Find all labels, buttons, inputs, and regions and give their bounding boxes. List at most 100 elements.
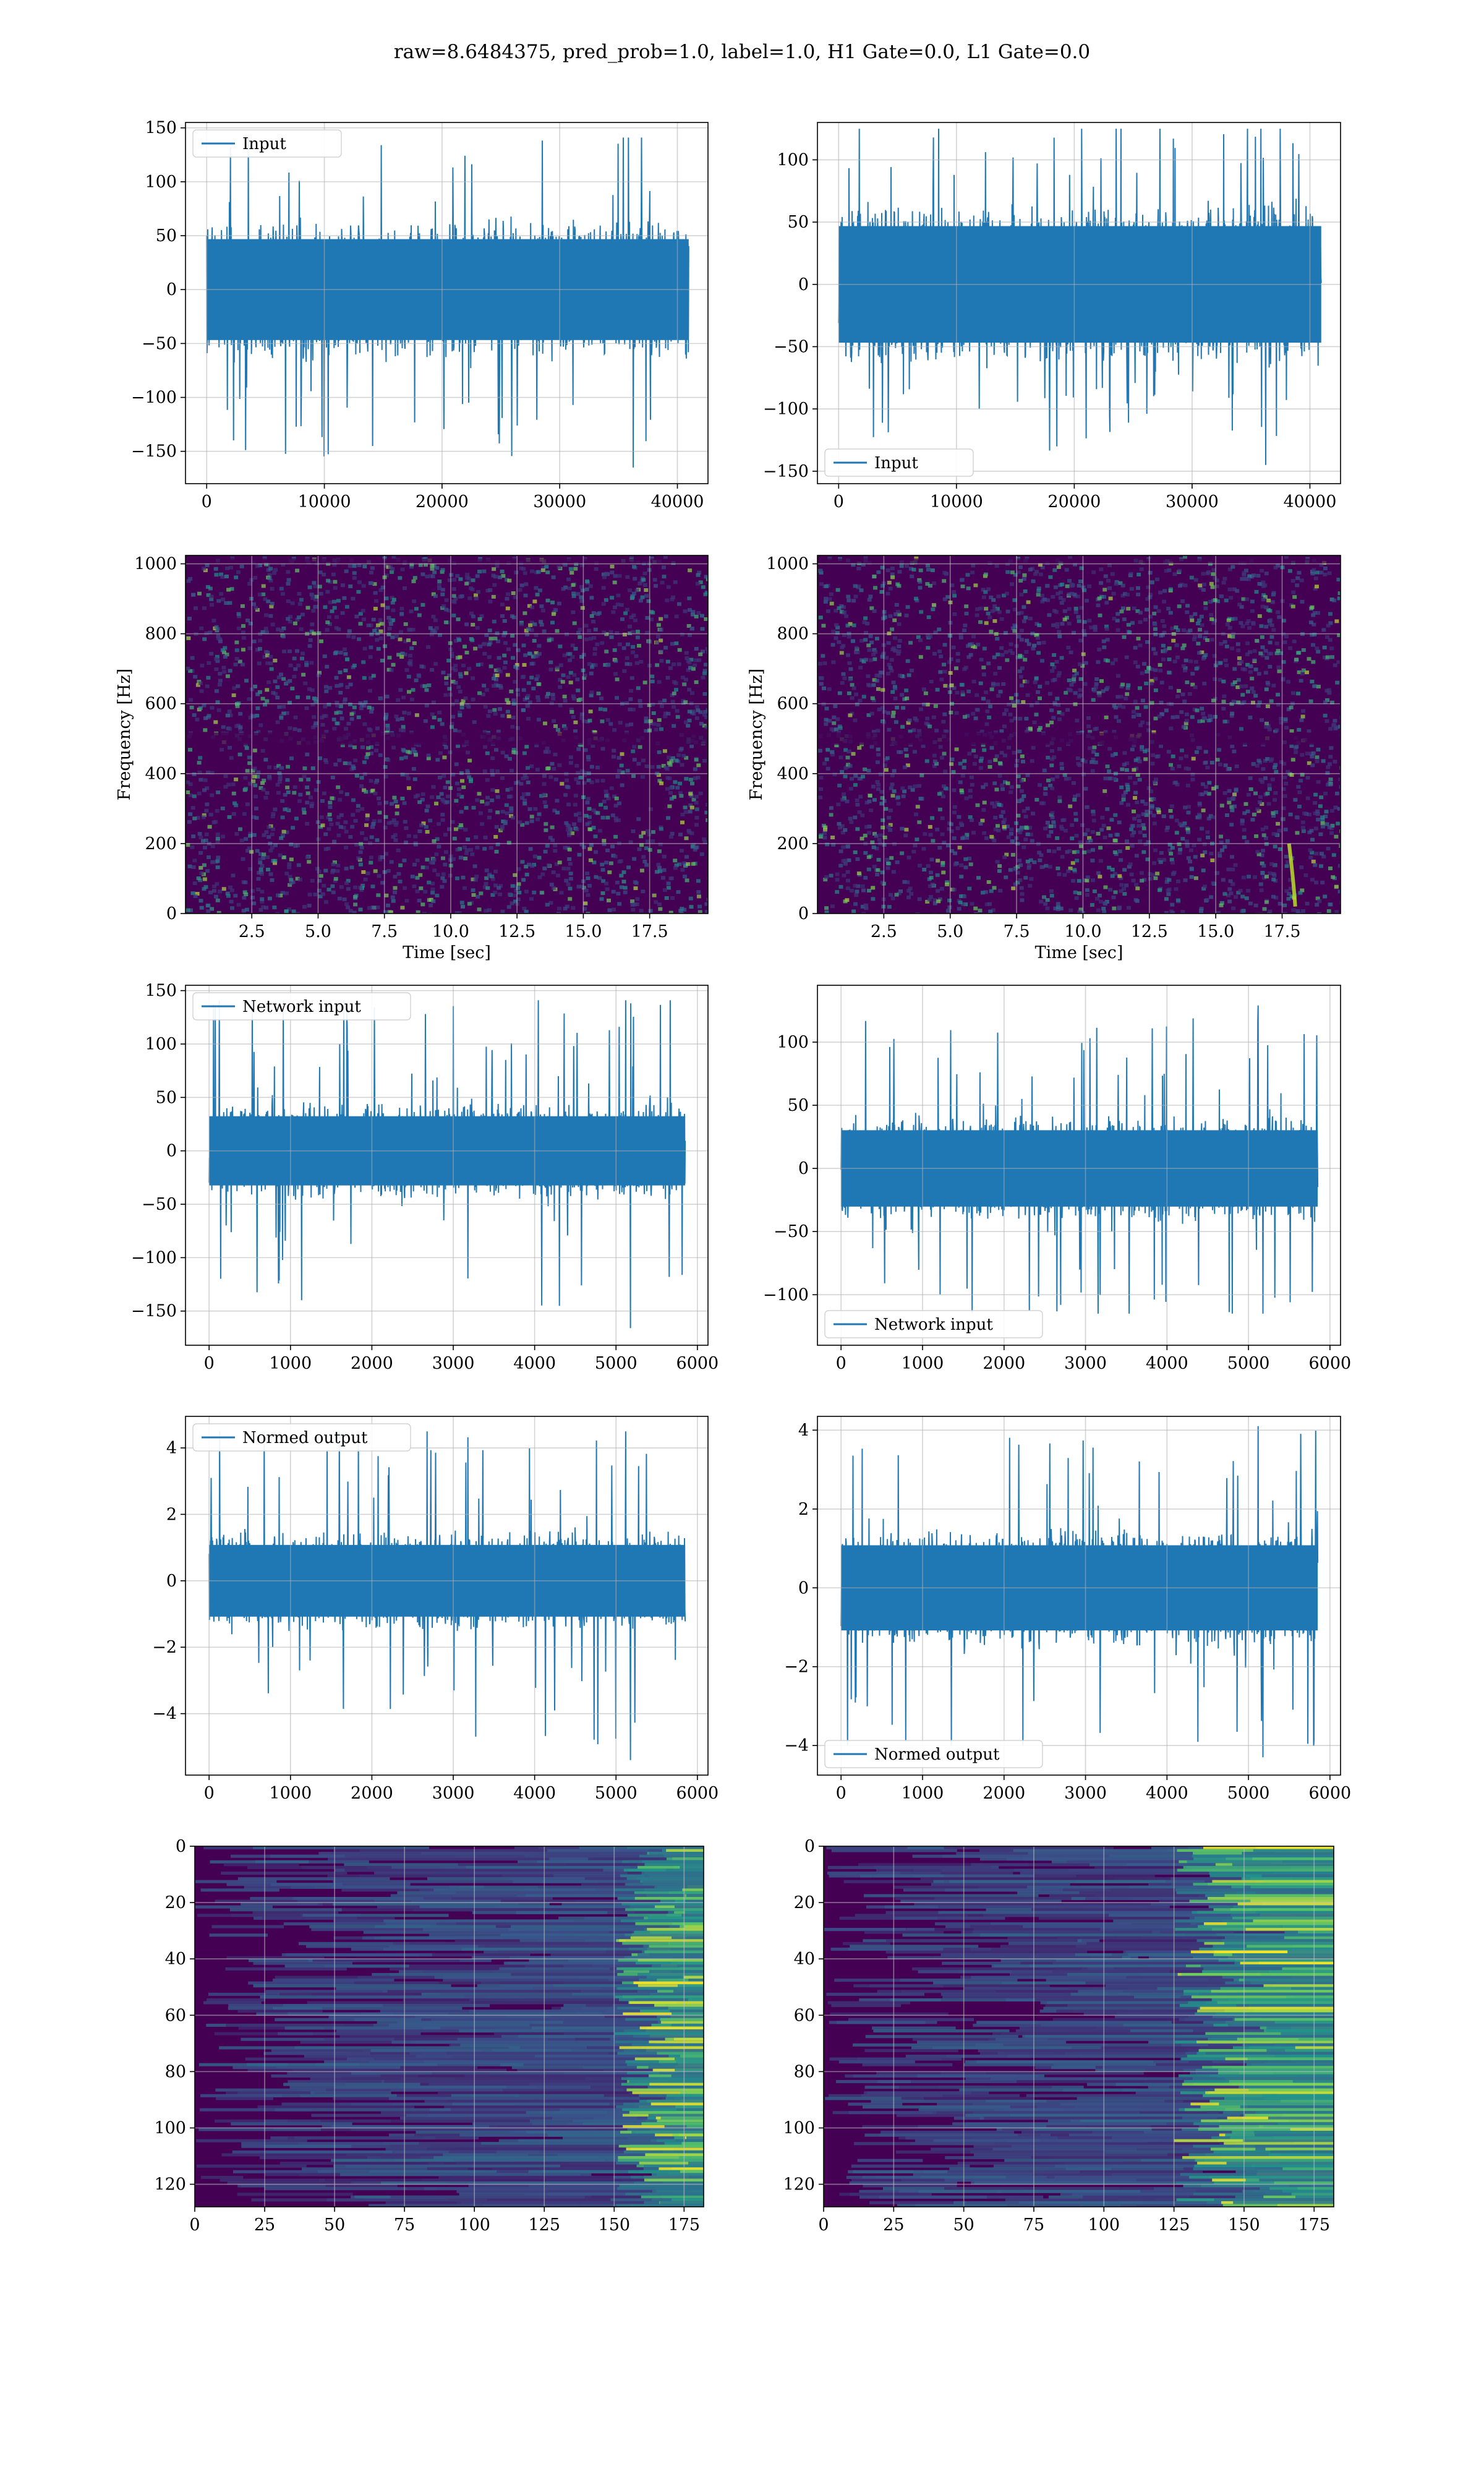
heatmap-cell <box>244 892 249 896</box>
heatmap-cell <box>1328 621 1333 625</box>
heatmap-cell <box>631 644 636 649</box>
heatmap-cell <box>442 879 447 883</box>
heatmap-cell <box>1189 848 1193 852</box>
heatmap-cell <box>396 848 401 852</box>
heatmap-cell <box>603 789 608 794</box>
heatmap-cell <box>351 596 356 601</box>
heatmap-cell <box>234 777 239 782</box>
heatmap-cell <box>450 702 455 706</box>
heatmap-cell <box>1068 555 1073 560</box>
heatmap-cell <box>389 668 394 672</box>
heatmap-cell <box>1170 845 1175 850</box>
heatmap-cell <box>265 653 270 657</box>
heatmap-cell <box>364 790 369 794</box>
heatmap-cell <box>903 747 908 751</box>
heatmap-cell <box>1108 888 1113 892</box>
y-tick-label: 0 <box>166 280 177 299</box>
heatmap-cell <box>1040 659 1044 663</box>
heatmap-cell <box>516 693 521 697</box>
heatmap-cell <box>1329 808 1334 813</box>
heatmap-cell <box>206 855 211 859</box>
heatmap-cell <box>1198 628 1202 632</box>
heatmap-cell <box>901 794 906 798</box>
heatmap-cell <box>356 804 360 808</box>
heatmap-cell <box>586 912 591 914</box>
heatmap-cell <box>318 592 323 596</box>
heatmap-cell <box>409 562 414 567</box>
heatmap-cell <box>704 902 708 906</box>
heatmap-cell <box>846 750 851 753</box>
heatmap-cell <box>361 660 366 664</box>
heatmap-cell <box>824 596 829 601</box>
heatmap-cell <box>340 743 345 748</box>
heatmap-cell <box>1125 782 1130 787</box>
heatmap-cell <box>1138 643 1143 648</box>
heatmap-cell <box>890 714 895 718</box>
heatmap-cell <box>584 623 589 628</box>
heatmap-cell <box>482 641 487 646</box>
heatmap-cell <box>1323 791 1328 795</box>
heatmap-cell <box>1303 873 1308 878</box>
heatmap-cell <box>525 696 529 700</box>
heatmap-cell <box>398 576 403 580</box>
heatmap-cell <box>252 640 257 644</box>
heatmap-cell <box>683 700 688 704</box>
heatmap-cell <box>357 563 362 567</box>
heatmap-cell <box>323 605 328 609</box>
heatmap-cell <box>336 815 341 820</box>
heatmap-cell <box>465 573 470 577</box>
heatmap-cell <box>994 754 999 758</box>
heatmap-cell <box>1028 884 1033 888</box>
heatmap-cell <box>260 899 265 904</box>
heatmap-cell <box>831 630 836 634</box>
heatmap-cell <box>586 876 591 880</box>
heatmap-cell <box>667 776 672 781</box>
heatmap-cell <box>1200 719 1205 723</box>
heatmap-cell <box>1159 744 1163 748</box>
heatmap-cell <box>332 727 337 731</box>
heatmap-cell <box>430 629 435 633</box>
legend-label: Input <box>242 135 286 153</box>
heatmap-cell <box>386 565 391 569</box>
heatmap-cell <box>869 711 874 716</box>
heatmap-cell <box>1295 583 1300 588</box>
heatmap-cell <box>992 604 997 609</box>
heatmap-cell <box>1073 691 1078 695</box>
heatmap-cell <box>844 614 849 618</box>
heatmap-cell <box>1286 707 1291 711</box>
heatmap-cell <box>1161 814 1166 818</box>
heatmap-cell <box>528 847 533 851</box>
heatmap-cell <box>1240 909 1245 914</box>
heatmap-cell <box>270 815 275 818</box>
heatmap-cell <box>440 813 445 817</box>
heatmap-cell <box>908 785 913 790</box>
heatmap-cell <box>1307 657 1311 661</box>
heatmap-cell <box>495 795 500 799</box>
heatmap-cell <box>600 779 605 783</box>
heatmap-cell <box>1337 863 1341 868</box>
heatmap-cell <box>518 820 522 824</box>
heatmap-cell <box>1017 635 1021 639</box>
heatmap-cell <box>1101 639 1106 643</box>
heatmap-cell <box>430 712 435 716</box>
heatmap-cell <box>403 820 407 824</box>
heatmap-cell <box>1012 607 1017 612</box>
heatmap-cell <box>1055 902 1060 906</box>
heatmap-cell <box>704 725 708 729</box>
heatmap-cell <box>295 568 300 573</box>
heatmap-cell <box>356 715 361 719</box>
heatmap-cell <box>967 857 972 861</box>
x-tick-label: 15.0 <box>565 922 602 941</box>
heatmap-cell <box>587 628 592 633</box>
heatmap-cell <box>864 906 869 910</box>
heatmap-cell <box>275 695 280 700</box>
heatmap-cell <box>493 835 498 839</box>
heatmap-cell <box>351 813 356 817</box>
heatmap-cell <box>424 563 428 567</box>
heatmap-cell <box>506 592 510 596</box>
heatmap-cell <box>635 897 640 901</box>
heatmap-cell <box>1133 796 1137 800</box>
heatmap-cell <box>529 675 534 680</box>
axes-frame <box>185 122 709 484</box>
heatmap-cell <box>826 719 831 723</box>
